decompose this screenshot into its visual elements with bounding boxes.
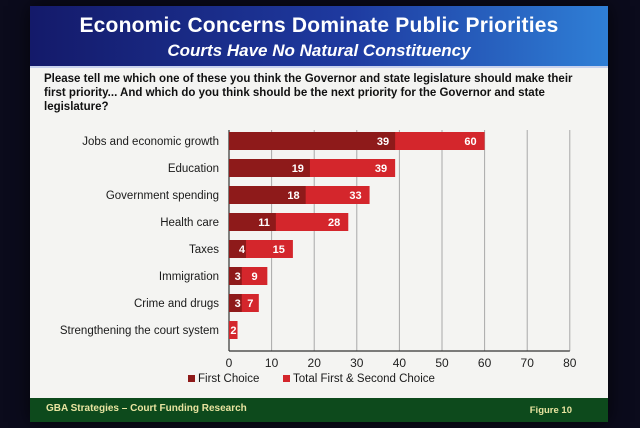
category-label: Health care: [160, 217, 219, 229]
x-tick-label: 80: [563, 356, 577, 370]
x-tick-label: 20: [308, 356, 322, 370]
figure-number: Figure 10: [529, 405, 572, 416]
total-choice-value-label: 28: [328, 217, 340, 229]
first-choice-bar: [229, 159, 310, 177]
x-tick-label: 70: [521, 356, 535, 370]
total-choice-value-label: 33: [349, 190, 361, 202]
category-label: Taxes: [189, 244, 219, 256]
slide-subtitle: Courts Have No Natural Constituency: [167, 41, 471, 60]
survey-question: Please tell me which one of these you th…: [44, 73, 573, 113]
slide-footer: GBA Strategies – Court Funding Research …: [30, 398, 608, 422]
x-tick-label: 60: [478, 356, 492, 370]
total-choice-bar: [229, 321, 238, 339]
total-choice-value-label: 39: [375, 163, 387, 175]
first-choice-value-label: 19: [292, 163, 304, 175]
legend-label-total: Total First & Second Choice: [293, 373, 435, 385]
slide: Economic Concerns Dominate Public Priori…: [30, 6, 608, 422]
first-choice-value-label: 3: [235, 298, 241, 310]
first-choice-bar: [229, 213, 276, 231]
first-choice-value-label: 11: [258, 217, 270, 229]
x-tick-label: 40: [393, 356, 407, 370]
x-tick-label: 0: [226, 356, 233, 370]
first-choice-value-label: 3: [235, 271, 241, 283]
first-choice-value-label: 39: [377, 136, 389, 148]
category-label: Strengthening the court system: [60, 325, 219, 337]
footer-source: GBA Strategies – Court Funding Research: [46, 403, 247, 414]
total-choice-value-label: 9: [251, 271, 257, 283]
legend-swatch-first-choice: [188, 375, 195, 382]
first-choice-value-label: 18: [287, 190, 299, 202]
total-choice-value-label: 7: [247, 298, 253, 310]
x-tick-label: 10: [265, 356, 279, 370]
first-choice-bar: [229, 294, 242, 312]
first-choice-bar: [229, 132, 396, 150]
category-label: Crime and drugs: [134, 298, 219, 310]
total-choice-value-label: 15: [273, 244, 285, 256]
bar-chart: 0 10 20 30 40 50 60 70 80 Jobs and economic growt…: [60, 130, 577, 385]
category-label: Government spending: [106, 190, 219, 202]
category-label: Immigration: [159, 271, 219, 283]
total-choice-value-label: 2: [230, 325, 236, 337]
first-choice-bar: [229, 186, 306, 204]
slide-title: Economic Concerns Dominate Public Priori…: [79, 14, 559, 37]
first-choice-bar: [229, 267, 242, 285]
category-label: Jobs and economic growth: [82, 136, 219, 148]
category-label: Education: [168, 163, 219, 175]
legend-label-first-choice: First Choice: [198, 373, 259, 385]
total-choice-value-label: 60: [464, 136, 476, 148]
x-tick-label: 50: [435, 356, 449, 370]
slide-header: Economic Concerns Dominate Public Priori…: [30, 6, 608, 68]
first-choice-bar: [229, 240, 247, 258]
x-tick-label: 30: [350, 356, 364, 370]
legend-swatch-total: [283, 375, 290, 382]
first-choice-value-label: 4: [239, 244, 246, 256]
